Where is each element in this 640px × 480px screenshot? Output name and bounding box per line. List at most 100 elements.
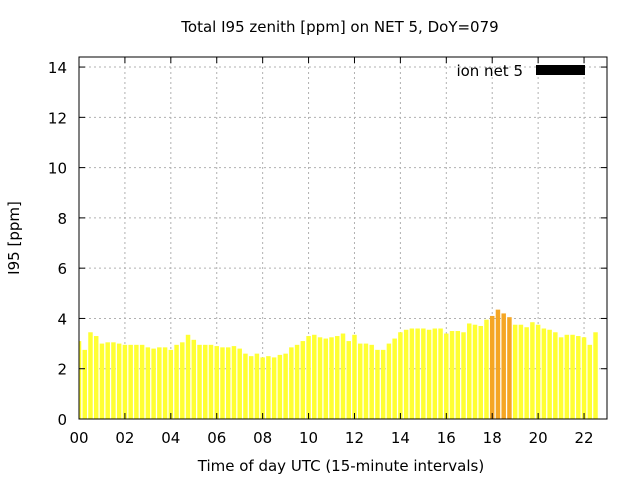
- bar: [185, 334, 191, 419]
- bar: [214, 346, 219, 419]
- bar: [225, 347, 231, 419]
- bar: [323, 338, 329, 419]
- bar: [99, 343, 105, 419]
- x-tick-label: 18: [483, 429, 502, 447]
- bar: [530, 322, 535, 419]
- x-tick-label: 06: [207, 429, 226, 447]
- bar: [478, 325, 483, 419]
- bar: [363, 343, 369, 419]
- bar: [260, 357, 265, 419]
- bar: [248, 356, 254, 419]
- bar: [243, 353, 248, 419]
- bar: [380, 349, 386, 419]
- bar: [495, 309, 501, 419]
- bar: [151, 348, 156, 419]
- bar: [547, 329, 552, 419]
- x-axis-label: Time of day UTC (15-minute intervals): [197, 457, 484, 475]
- bar: [524, 327, 529, 419]
- bar: [237, 348, 242, 419]
- x-tick-label: 04: [161, 429, 180, 447]
- bar: [432, 328, 438, 419]
- bar: [122, 344, 128, 419]
- bar: [180, 342, 185, 419]
- bar: [157, 347, 162, 419]
- bar: [346, 341, 351, 419]
- bar: [426, 329, 432, 419]
- bar: [139, 344, 145, 419]
- bar: [162, 347, 168, 419]
- bar: [340, 333, 346, 419]
- y-tick-label: 6: [57, 260, 67, 278]
- bar: [535, 324, 541, 419]
- bar: [553, 332, 558, 419]
- bar: [558, 337, 564, 419]
- bar: [231, 346, 237, 419]
- bar: [392, 338, 397, 419]
- legend-swatch: [536, 65, 585, 75]
- x-tick-label: 12: [345, 429, 364, 447]
- plot-border: [78, 56, 608, 420]
- bar: [444, 333, 449, 419]
- bar: [472, 324, 478, 419]
- chart-title: Total I95 zenith [ppm] on NET 5, DoY=079: [180, 18, 498, 36]
- bar: [254, 353, 260, 419]
- bar: [438, 328, 443, 419]
- bar: [128, 344, 133, 419]
- y-tick-label: 12: [48, 109, 67, 127]
- bar: [357, 343, 363, 419]
- bar: [455, 331, 461, 419]
- legend-label: ion net 5: [456, 62, 523, 80]
- bar: [203, 344, 208, 419]
- bar: [271, 357, 277, 419]
- bar: [105, 342, 110, 419]
- bar: [489, 315, 495, 419]
- bar: [576, 336, 581, 419]
- bar: [415, 328, 420, 419]
- x-tick-label: 08: [253, 429, 272, 447]
- bar: [512, 324, 518, 419]
- y-tick-label: 2: [57, 361, 67, 379]
- bars: [79, 309, 598, 419]
- bar: [461, 332, 466, 419]
- bar: [79, 341, 82, 419]
- bar: [283, 353, 288, 419]
- x-tick-label: 22: [574, 429, 593, 447]
- bar: [111, 342, 116, 419]
- bar: [300, 341, 306, 419]
- bar: [581, 337, 587, 419]
- bar: [294, 344, 300, 419]
- bar: [421, 328, 426, 419]
- bar: [116, 343, 122, 419]
- bar: [541, 328, 547, 419]
- bar: [467, 323, 472, 419]
- x-axis-ticks: 00 02 04 06 08 10 12 14 16 18 20 22: [69, 57, 594, 447]
- bar: [208, 344, 214, 419]
- bar: [168, 349, 174, 419]
- y-axis-ticks: 0 2 4 6 8 10 12 14: [48, 59, 607, 429]
- bar: [306, 336, 311, 419]
- bar: [191, 339, 197, 419]
- legend: ion net 5: [456, 62, 585, 80]
- bar: [570, 334, 575, 419]
- x-tick-label: 14: [391, 429, 410, 447]
- bar: [587, 344, 593, 419]
- bar: [335, 336, 340, 419]
- bar: [518, 324, 524, 419]
- bar: [174, 344, 179, 419]
- y-tick-label: 8: [57, 210, 67, 228]
- bar: [507, 317, 512, 419]
- bar: [220, 347, 225, 419]
- bar: [277, 354, 283, 419]
- bar: [386, 343, 392, 419]
- x-tick-label: 16: [437, 429, 456, 447]
- bar: [197, 344, 202, 419]
- bar: [82, 349, 87, 419]
- bar: [317, 337, 323, 419]
- y-tick-label: 4: [57, 310, 67, 328]
- bar: [369, 344, 374, 419]
- bar: [93, 336, 99, 419]
- bar: [289, 347, 294, 419]
- x-tick-label: 20: [529, 429, 548, 447]
- bar: [403, 329, 409, 419]
